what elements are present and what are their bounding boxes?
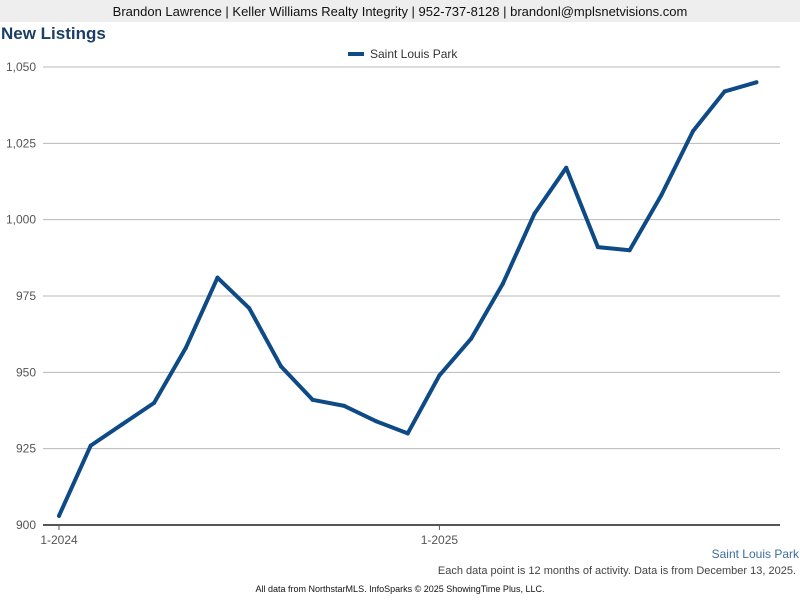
y-tick-label: 950 xyxy=(16,365,36,379)
y-tick-label: 975 xyxy=(16,289,36,303)
data-point xyxy=(120,422,125,427)
region-label: Saint Louis Park xyxy=(711,547,799,561)
data-point xyxy=(469,336,474,341)
data-point xyxy=(247,306,252,311)
data-point xyxy=(627,248,632,253)
y-tick-label: 925 xyxy=(16,442,36,456)
data-point xyxy=(183,345,188,350)
x-tick-label: 1-2024 xyxy=(40,533,78,547)
y-tick-label: 900 xyxy=(16,518,36,532)
data-point xyxy=(691,129,695,134)
data-point xyxy=(500,281,505,286)
y-tick-label: 1,025 xyxy=(6,136,36,150)
data-point xyxy=(659,193,664,198)
data-point xyxy=(342,403,347,408)
x-tick-label: 1-2025 xyxy=(421,533,459,547)
data-point xyxy=(278,364,283,369)
footer-credit: All data from NorthstarMLS. InfoSparks ©… xyxy=(255,584,545,594)
data-point xyxy=(595,245,600,250)
data-point xyxy=(88,443,93,448)
legend-label: Saint Louis Park xyxy=(370,47,458,61)
series-line-saint-louis-park xyxy=(57,80,759,518)
line-chart: 900 925 950 975 1,000 1,025 1,050 1-2024 1-2025 S… xyxy=(6,47,780,547)
data-point xyxy=(405,431,410,436)
data-point xyxy=(215,275,220,280)
data-point xyxy=(437,373,442,378)
data-point xyxy=(754,80,759,85)
data-point xyxy=(374,419,378,424)
y-tick-label: 1,050 xyxy=(6,60,36,74)
data-point xyxy=(532,211,537,216)
data-point xyxy=(152,400,157,405)
data-point xyxy=(310,397,315,402)
agent-contact-header: Brandon Lawrence | Keller Williams Realt… xyxy=(0,0,800,22)
data-note: Each data point is 12 months of activity… xyxy=(437,565,796,577)
chart-title: New Listings xyxy=(1,24,106,43)
data-point xyxy=(57,513,61,518)
y-tick-label: 1,000 xyxy=(6,213,36,227)
data-point xyxy=(564,165,569,170)
data-point xyxy=(722,89,727,94)
